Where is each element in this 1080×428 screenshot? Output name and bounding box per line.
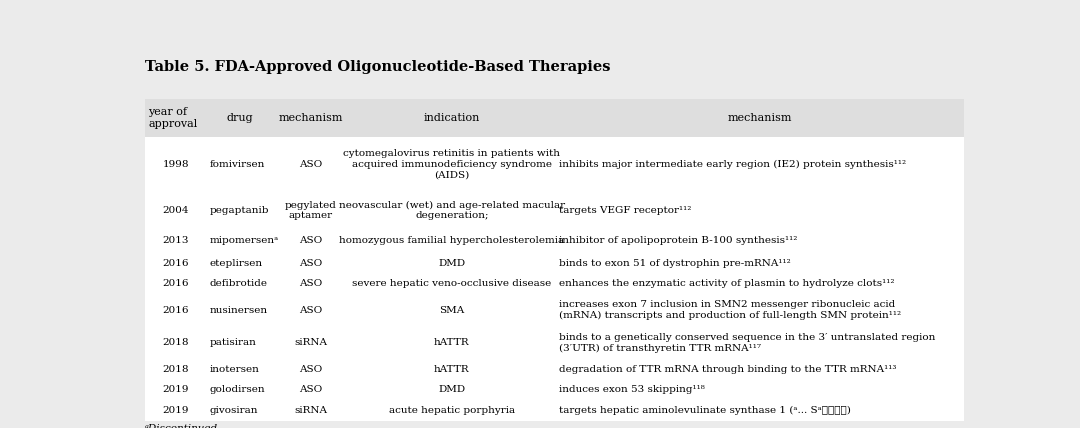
Text: patisiran: patisiran: [210, 338, 256, 347]
Text: ᵃDiscontinued.: ᵃDiscontinued.: [145, 424, 221, 428]
Text: eteplirsen: eteplirsen: [210, 259, 262, 268]
Text: 2016: 2016: [162, 306, 189, 315]
Text: 2018: 2018: [162, 365, 189, 374]
Text: 2016: 2016: [162, 279, 189, 288]
Text: ASO: ASO: [299, 365, 323, 374]
Text: mechanism: mechanism: [279, 113, 343, 123]
Text: targets VEGF receptor¹¹²: targets VEGF receptor¹¹²: [558, 206, 691, 215]
Text: nusinersen: nusinersen: [210, 306, 268, 315]
FancyBboxPatch shape: [145, 137, 963, 193]
Text: hATTR: hATTR: [434, 338, 470, 347]
Text: Table 5. FDA-Approved Oligonucleotide-Based Therapies: Table 5. FDA-Approved Oligonucleotide-Ba…: [145, 59, 610, 74]
FancyBboxPatch shape: [145, 273, 963, 294]
Text: 2018: 2018: [162, 338, 189, 347]
FancyBboxPatch shape: [145, 193, 963, 229]
Text: ASO: ASO: [299, 236, 323, 245]
Text: cytomegalovirus retinitis in patients with
acquired immunodeficiency syndrome
(A: cytomegalovirus retinitis in patients wi…: [343, 149, 561, 180]
Text: pegaptanib: pegaptanib: [210, 206, 269, 215]
Text: golodirsen: golodirsen: [210, 386, 265, 395]
Text: fomivirsen: fomivirsen: [210, 160, 265, 169]
Text: 2016: 2016: [162, 259, 189, 268]
Text: 2013: 2013: [162, 236, 189, 245]
FancyBboxPatch shape: [145, 380, 963, 400]
Text: drug: drug: [227, 113, 253, 123]
Text: binds to a genetically conserved sequence in the 3′ untranslated region
(3′UTR) : binds to a genetically conserved sequenc…: [558, 333, 935, 353]
Text: mechanism: mechanism: [727, 113, 792, 123]
Text: 2004: 2004: [162, 206, 189, 215]
Text: 1998: 1998: [162, 160, 189, 169]
Text: hATTR: hATTR: [434, 365, 470, 374]
Text: ASO: ASO: [299, 386, 323, 395]
Text: inhibitor of apolipoprotein B-100 synthesis¹¹²: inhibitor of apolipoprotein B-100 synthe…: [558, 236, 797, 245]
Text: siRNA: siRNA: [294, 406, 327, 415]
Text: mipomersenᵃ: mipomersenᵃ: [210, 236, 279, 245]
FancyBboxPatch shape: [145, 327, 963, 359]
Text: binds to exon 51 of dystrophin pre-mRNA¹¹²: binds to exon 51 of dystrophin pre-mRNA¹…: [558, 259, 791, 268]
FancyBboxPatch shape: [145, 99, 963, 137]
FancyBboxPatch shape: [145, 253, 963, 273]
Text: severe hepatic veno-occlusive disease: severe hepatic veno-occlusive disease: [352, 279, 552, 288]
Text: siRNA: siRNA: [294, 338, 327, 347]
Text: ASO: ASO: [299, 306, 323, 315]
Text: ASO: ASO: [299, 160, 323, 169]
Text: year of
approval: year of approval: [148, 107, 198, 129]
Text: homozygous familial hypercholesterolemia: homozygous familial hypercholesterolemia: [339, 236, 565, 245]
Text: degradation of TTR mRNA through binding to the TTR mRNA¹¹³: degradation of TTR mRNA through binding …: [558, 365, 896, 374]
Text: neovascular (wet) and age-related macular
degeneration;: neovascular (wet) and age-related macula…: [339, 201, 565, 220]
Text: enhances the enzymatic activity of plasmin to hydrolyze clots¹¹²: enhances the enzymatic activity of plasm…: [558, 279, 894, 288]
Text: indication: indication: [423, 113, 480, 123]
Text: induces exon 53 skipping¹¹⁸: induces exon 53 skipping¹¹⁸: [558, 386, 704, 395]
Text: ASO: ASO: [299, 279, 323, 288]
Text: givosiran: givosiran: [210, 406, 258, 415]
Text: targets hepatic aminolevulinate synthase 1 (ᵃ... Sᵃ精治药物): targets hepatic aminolevulinate synthase…: [558, 406, 850, 415]
Text: pegylated
aptamer: pegylated aptamer: [285, 201, 337, 220]
Text: DMD: DMD: [438, 386, 465, 395]
Text: defibrotide: defibrotide: [210, 279, 268, 288]
FancyBboxPatch shape: [145, 400, 963, 421]
Text: increases exon 7 inclusion in SMN2 messenger ribonucleic acid
(mRNA) transcripts: increases exon 7 inclusion in SMN2 messe…: [558, 300, 901, 320]
Text: acute hepatic porphyria: acute hepatic porphyria: [389, 406, 515, 415]
Text: inotersen: inotersen: [210, 365, 259, 374]
Text: 2019: 2019: [162, 406, 189, 415]
Text: 2019: 2019: [162, 386, 189, 395]
Text: SMA: SMA: [440, 306, 464, 315]
FancyBboxPatch shape: [145, 294, 963, 327]
FancyBboxPatch shape: [145, 229, 963, 253]
Text: ASO: ASO: [299, 259, 323, 268]
Text: DMD: DMD: [438, 259, 465, 268]
Text: inhibits major intermediate early region (IE2) protein synthesis¹¹²: inhibits major intermediate early region…: [558, 160, 906, 169]
FancyBboxPatch shape: [145, 359, 963, 380]
